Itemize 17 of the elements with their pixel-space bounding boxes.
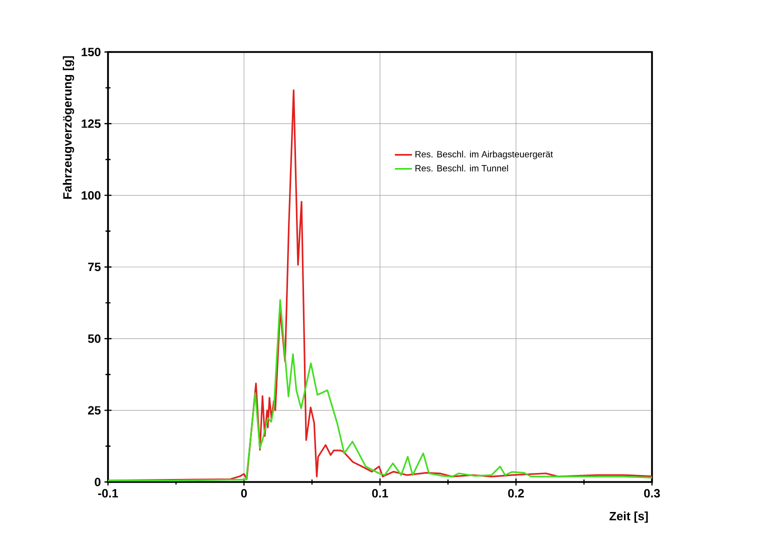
y-tick-label: 150 [82,48,100,56]
x-tick-label: 0.1 [372,489,388,498]
x-tick-label: 0 [241,489,247,498]
y-tick-label: 75 [88,262,101,272]
x-axis-title: Zeit [s] [609,512,648,523]
y-tick-label: 125 [82,119,101,128]
y-axis-title: Fahrzeugverzögerung [g] [62,56,74,199]
legend-label: Res. Beschl. im Airbagsteuergerät [415,150,553,160]
legend-label: Res. Beschl. im Tunnel [415,164,508,172]
y-tick-label: 0 [94,478,100,486]
y-tick-label: 25 [88,406,101,415]
x-tick-label: 0.3 [644,489,660,498]
x-tick-label: -0.1 [98,489,118,498]
x-tick-label: 0.2 [508,489,524,498]
line-series [108,89,652,482]
y-tick-label: 100 [82,191,100,200]
y-tick-label: 50 [88,334,100,343]
